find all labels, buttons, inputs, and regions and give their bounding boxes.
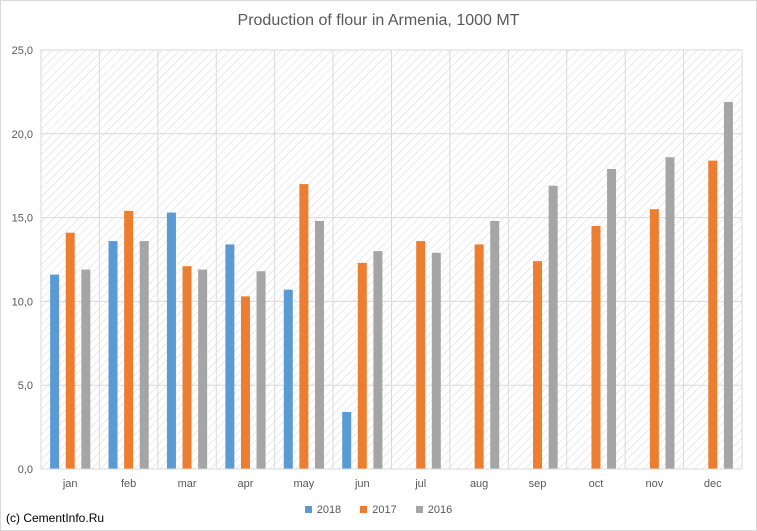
y-tick-label: 15,0 — [12, 213, 33, 225]
bar-2016-aug — [490, 220, 500, 469]
legend-label-2016: 2016 — [427, 504, 453, 516]
bar-2018-mar — [166, 212, 176, 469]
bar-2017-jan — [65, 232, 75, 469]
bar-2016-feb — [139, 241, 149, 469]
bar-2016-jun — [373, 251, 383, 469]
x-tick-label: apr — [238, 478, 254, 490]
x-tick-label: dec — [704, 478, 722, 490]
bar-2017-dec — [708, 160, 718, 469]
bar-2016-oct — [607, 168, 617, 469]
watermark: (c) CementInfo.Ru — [6, 511, 105, 525]
bar-2018-jan — [50, 274, 60, 469]
x-tick-label: aug — [470, 478, 488, 490]
x-tick-label: mar — [178, 478, 197, 490]
x-tick-label: jul — [414, 478, 426, 490]
bar-2016-nov — [665, 157, 675, 470]
x-tick-label: sep — [529, 478, 547, 490]
x-tick-label: nov — [646, 478, 664, 490]
bar-2018-jun — [342, 412, 352, 469]
bar-2016-sep — [548, 185, 558, 470]
legend-swatch-2017 — [360, 506, 368, 513]
x-tick-label: oct — [589, 478, 604, 490]
bar-2016-dec — [723, 101, 733, 470]
bar-2017-jul — [416, 241, 426, 469]
legend-item-2018: 2018 — [304, 504, 342, 516]
legend-label-2018: 2018 — [316, 504, 342, 516]
legend-swatch-2016 — [415, 506, 423, 513]
x-tick-label: feb — [121, 478, 136, 490]
x-tick-label: jun — [354, 478, 370, 490]
bar-2018-may — [283, 289, 293, 469]
legend: 2018 2017 2016 — [0, 504, 757, 516]
legend-label-2017: 2017 — [372, 504, 397, 516]
y-tick-label: 20,0 — [12, 129, 33, 141]
bar-2016-jan — [81, 269, 91, 469]
x-tick-label: may — [293, 478, 314, 490]
legend-item-2017: 2017 — [360, 504, 397, 516]
bar-2017-sep — [533, 261, 543, 469]
x-tick-label: jan — [62, 478, 78, 490]
bar-2016-mar — [198, 269, 208, 469]
bar-2017-aug — [474, 244, 484, 469]
y-tick-label: 10,0 — [12, 296, 33, 308]
bar-2018-feb — [108, 241, 118, 469]
bar-2017-mar — [182, 266, 192, 469]
y-tick-label: 5,0 — [18, 380, 33, 392]
bar-2017-may — [299, 184, 309, 469]
legend-swatch-2018 — [304, 506, 312, 513]
y-tick-label: 0,0 — [18, 464, 33, 476]
bar-2017-nov — [649, 209, 659, 469]
bar-2017-oct — [591, 225, 601, 469]
bar-2017-feb — [124, 210, 134, 469]
bar-2016-jul — [431, 252, 441, 469]
bar-2018-apr — [225, 244, 235, 469]
bar-2016-may — [314, 220, 324, 469]
y-tick-label: 25,0 — [12, 45, 33, 57]
chart-title: Production of flour in Armenia, 1000 MT — [237, 12, 520, 29]
bar-2017-apr — [240, 296, 250, 469]
bar-2016-apr — [256, 271, 266, 469]
legend-item-2016: 2016 — [415, 504, 453, 516]
bar-2017-jun — [357, 262, 367, 469]
